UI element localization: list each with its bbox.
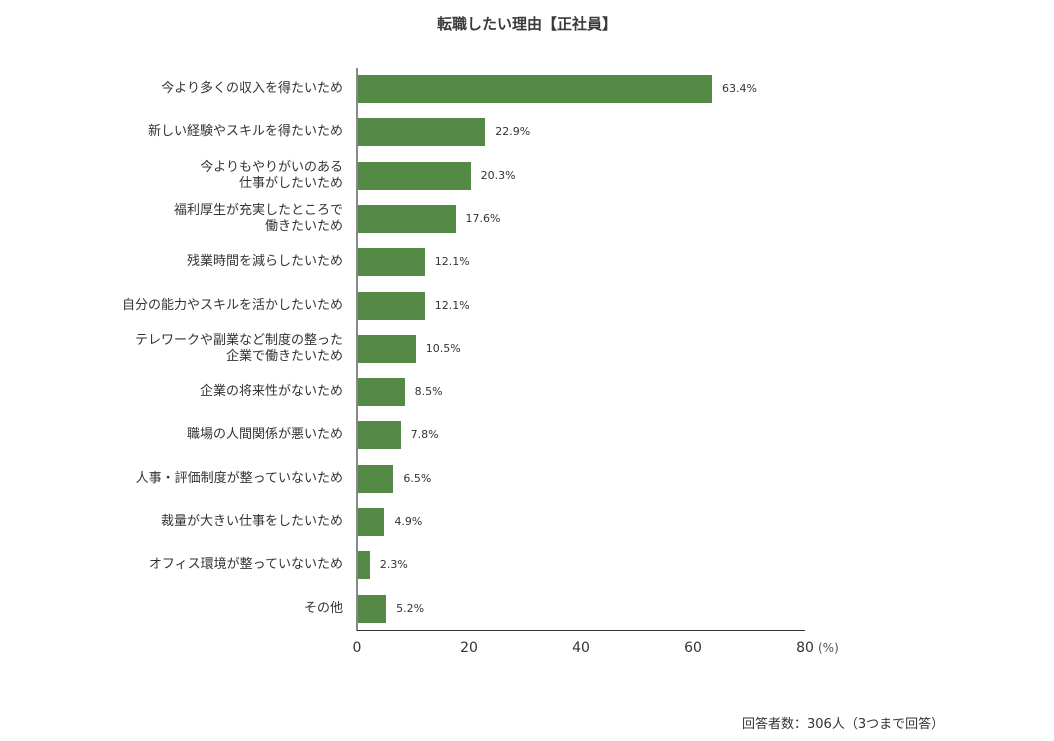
category-label: 残業時間を減らしたいため [186, 254, 343, 270]
x-axis-unit: (%) [818, 641, 839, 655]
value-label: 2.3% [379, 558, 408, 572]
bar [357, 378, 405, 407]
x-tick-80: 80 [796, 640, 814, 656]
bar [357, 248, 425, 277]
bar [357, 161, 471, 190]
bar [357, 291, 425, 320]
category-label: 人事・評価制度が整っていないため [135, 470, 343, 486]
bar [357, 421, 401, 450]
value-label: 12.1% [434, 298, 470, 312]
respondent-note: 回答者数：306人（3つまで回答） [742, 717, 945, 732]
x-tick-20: 20 [460, 640, 478, 656]
value-label: 6.5% [403, 471, 432, 485]
bar [357, 464, 394, 493]
category-label: 福利厚生が充実したところで 働きたいため [173, 202, 343, 234]
value-label: 7.8% [410, 428, 439, 442]
value-label: 22.9% [495, 125, 531, 139]
bar [357, 508, 385, 536]
category-label: その他 [303, 600, 343, 616]
category-label: 裁量が大きい仕事をしたいため [160, 514, 343, 529]
bar [357, 75, 713, 103]
value-label: 10.5% [425, 341, 461, 355]
category-label: オフィス環境が整っていないため [148, 557, 343, 573]
category-label: 新しい経験やスキルを得たいため [147, 124, 343, 140]
category-label: テレワークや副業など制度の整った 企業で働きたいため [134, 332, 343, 364]
category-label: 職場の人間関係が悪いため [186, 427, 343, 443]
bar [357, 204, 456, 233]
value-label: 8.5% [414, 385, 443, 399]
value-label: 17.6% [465, 211, 501, 225]
x-tick-40: 40 [572, 640, 590, 656]
x-tick-0: 0 [352, 640, 362, 656]
y-axis-line [356, 68, 358, 631]
bar [357, 551, 370, 580]
bar [357, 334, 416, 363]
value-label: 20.3% [480, 168, 516, 182]
x-axis-line [357, 630, 805, 631]
value-label: 5.2% [396, 601, 425, 615]
category-label: 今よりもやりがいのある 仕事がしたいため [200, 159, 343, 191]
value-label: 4.9% [394, 515, 423, 528]
x-tick-60: 60 [684, 640, 702, 656]
value-label: 63.4% [722, 82, 757, 95]
category-label: 企業の将来性がないため [199, 384, 343, 400]
category-label: 自分の能力やスキルを活かしたいため [121, 297, 343, 313]
value-label: 12.1% [434, 255, 470, 269]
bar [357, 118, 486, 147]
chart-title: 転職したい理由【正社員】 [436, 15, 617, 33]
bar [357, 594, 387, 623]
category-label: 今より多くの収入を得たいため [161, 81, 343, 96]
